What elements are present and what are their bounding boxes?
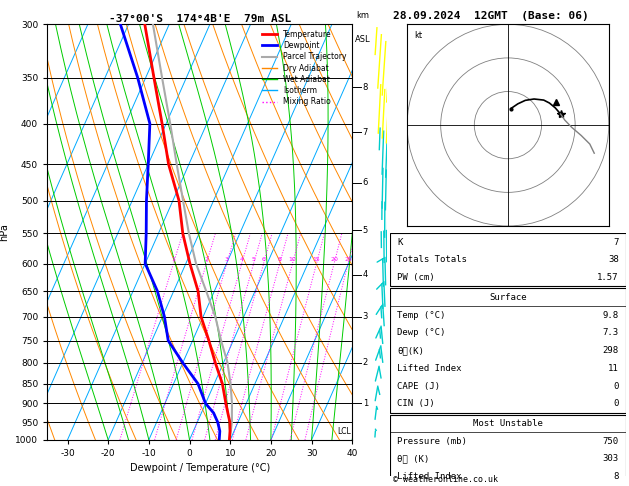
Text: 28.09.2024  12GMT  (Base: 06): 28.09.2024 12GMT (Base: 06): [393, 11, 589, 21]
Text: 6: 6: [262, 258, 265, 262]
Text: 1: 1: [362, 399, 368, 408]
Text: 8: 8: [613, 472, 619, 481]
Text: 298: 298: [603, 346, 619, 355]
Text: CAPE (J): CAPE (J): [397, 382, 440, 391]
Text: 4: 4: [240, 258, 243, 262]
Text: PW (cm): PW (cm): [397, 273, 435, 282]
Text: 8: 8: [278, 258, 282, 262]
Text: Most Unstable: Most Unstable: [473, 419, 543, 428]
Text: θᴄ (K): θᴄ (K): [397, 454, 430, 464]
Text: Temp (°C): Temp (°C): [397, 311, 445, 320]
Text: Pressure (mb): Pressure (mb): [397, 436, 467, 446]
Text: 303: 303: [603, 454, 619, 464]
Text: 38: 38: [608, 255, 619, 264]
Text: 4: 4: [362, 270, 368, 279]
Text: 0: 0: [613, 399, 619, 408]
Text: 3: 3: [225, 258, 229, 262]
Text: 2: 2: [362, 358, 368, 367]
Text: LCL: LCL: [337, 427, 351, 435]
Y-axis label: hPa: hPa: [0, 223, 9, 241]
Text: Lifted Index: Lifted Index: [397, 364, 462, 373]
X-axis label: Dewpoint / Temperature (°C): Dewpoint / Temperature (°C): [130, 464, 270, 473]
Text: 5: 5: [362, 226, 368, 235]
Text: 1.57: 1.57: [598, 273, 619, 282]
Text: Surface: Surface: [489, 293, 526, 302]
Text: K: K: [397, 238, 403, 247]
Text: 750: 750: [603, 436, 619, 446]
Text: 20: 20: [330, 258, 338, 262]
Legend: Temperature, Dewpoint, Parcel Trajectory, Dry Adiabat, Wet Adiabat, Isotherm, Mi: Temperature, Dewpoint, Parcel Trajectory…: [260, 28, 348, 108]
Text: 0: 0: [613, 382, 619, 391]
Bar: [390, 233, 626, 287]
Text: CIN (J): CIN (J): [397, 399, 435, 408]
Text: 7: 7: [362, 128, 368, 137]
Text: 15: 15: [313, 258, 320, 262]
Text: 2: 2: [204, 258, 208, 262]
Text: 6: 6: [362, 178, 368, 188]
Text: 9.8: 9.8: [603, 311, 619, 320]
Text: 10: 10: [289, 258, 296, 262]
Text: 25: 25: [344, 258, 352, 262]
Title: -37°00'S  174°4B'E  79m ASL: -37°00'S 174°4B'E 79m ASL: [109, 14, 291, 23]
Text: 3: 3: [362, 312, 368, 321]
Text: 5: 5: [252, 258, 255, 262]
Text: 7: 7: [613, 238, 619, 247]
Text: © weatheronline.co.uk: © weatheronline.co.uk: [393, 474, 498, 484]
Text: kt: kt: [414, 31, 422, 40]
Text: 7.3: 7.3: [603, 328, 619, 337]
Text: Dewp (°C): Dewp (°C): [397, 328, 445, 337]
Text: km: km: [356, 11, 369, 20]
Text: Totals Totals: Totals Totals: [397, 255, 467, 264]
Text: ASL: ASL: [355, 35, 370, 44]
Text: 1: 1: [172, 258, 175, 262]
Bar: [390, 288, 626, 413]
Text: Lifted Index: Lifted Index: [397, 472, 462, 481]
Text: θᴄ(K): θᴄ(K): [397, 346, 424, 355]
Text: 11: 11: [608, 364, 619, 373]
Text: 8: 8: [362, 83, 368, 92]
Bar: [390, 415, 626, 486]
